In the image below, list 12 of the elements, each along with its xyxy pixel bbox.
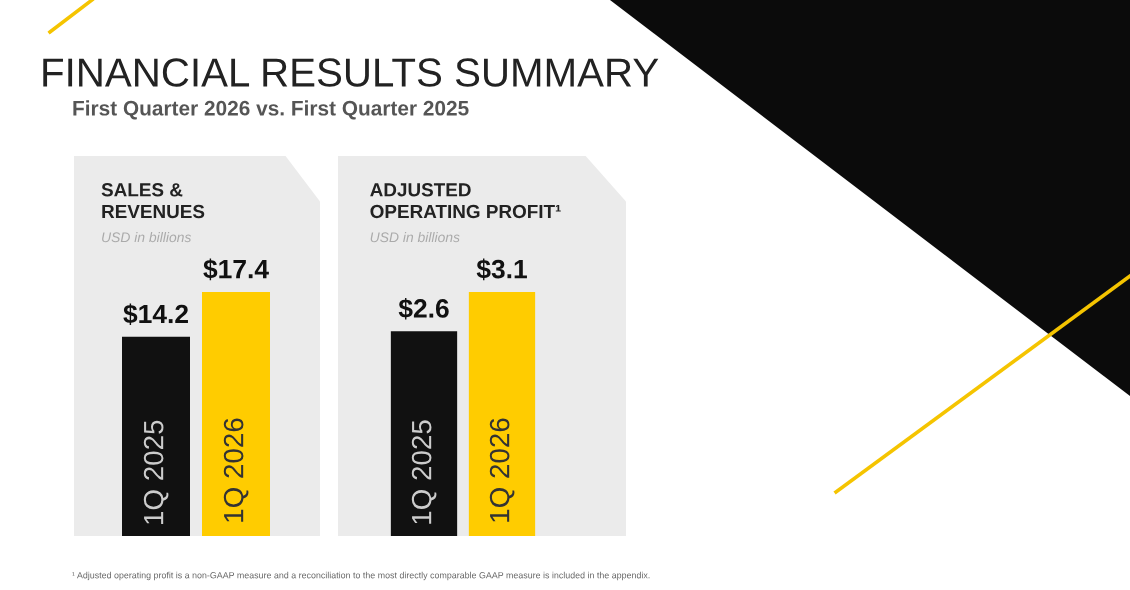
text: FINANCIAL RESULTS SUMMARY — [43, 58, 659, 87]
x-tick-label: 1Q 2025 — [143, 420, 169, 524]
data-label: $2.6 — [398, 297, 449, 320]
chart-title: SALES & REVENUES — [101, 183, 205, 219]
data-label: $17.4 — [203, 258, 269, 281]
text: First Quarter 2026 vs. First Quarter 2025 — [73, 100, 469, 120]
chart-title: ADJUSTED OPERATING PROFIT¹ — [370, 183, 561, 219]
x-tick-label: 1Q 2026 — [489, 418, 515, 522]
data-label: $14.2 — [123, 303, 188, 326]
data-label: $3.1 — [476, 258, 527, 281]
x-tick-label: 1Q 2026 — [223, 418, 249, 522]
x-tick-label: 1Q 2025 — [411, 420, 437, 524]
